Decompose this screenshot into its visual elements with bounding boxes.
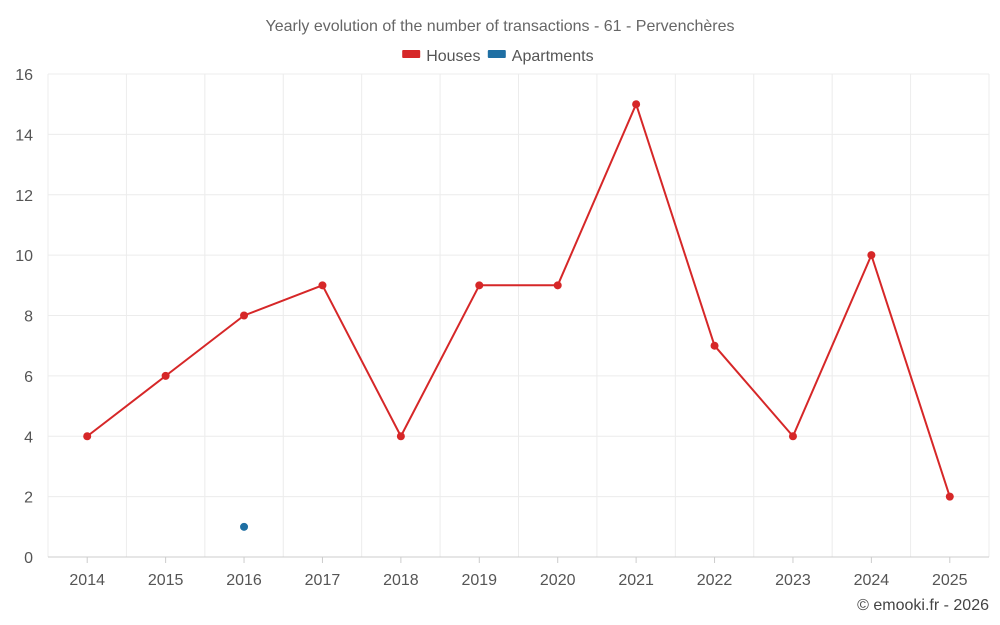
data-point-houses[interactable]	[945, 492, 954, 501]
legend-swatch	[402, 50, 421, 58]
y-tick-label: 4	[24, 429, 33, 446]
x-tick-label: 2019	[461, 572, 497, 589]
grid	[47, 73, 990, 557]
y-tick-label: 8	[24, 309, 33, 326]
chart-title: Yearly evolution of the number of transa…	[266, 18, 735, 35]
data-point-houses[interactable]	[161, 371, 170, 380]
x-tick-label: 2016	[226, 572, 262, 589]
x-tick-label: 2020	[540, 572, 576, 589]
series-houses	[83, 100, 954, 501]
x-tick-label: 2021	[618, 572, 654, 589]
legend-swatch	[487, 50, 506, 58]
y-tick-label: 12	[15, 188, 33, 205]
legend-item-houses[interactable]: Houses	[402, 48, 480, 65]
data-point-houses[interactable]	[788, 432, 797, 441]
legend-label: Apartments	[512, 48, 594, 65]
x-tick-label: 2023	[775, 572, 811, 589]
x-tick-label: 2017	[305, 572, 341, 589]
y-tick-label: 16	[15, 67, 33, 84]
data-point-apartments[interactable]	[240, 522, 249, 531]
legend-label: Houses	[426, 48, 480, 65]
series-layer	[83, 100, 954, 531]
y-tick-label: 0	[24, 550, 33, 567]
credit-text: © emooki.fr - 2026	[857, 597, 989, 614]
x-tick-label: 2022	[697, 572, 733, 589]
x-tick-label: 2015	[148, 572, 184, 589]
data-point-houses[interactable]	[632, 100, 641, 109]
data-point-houses[interactable]	[83, 432, 92, 441]
data-point-houses[interactable]	[318, 281, 327, 290]
data-point-houses[interactable]	[710, 341, 719, 350]
y-tick-label: 10	[15, 248, 33, 265]
data-point-houses[interactable]	[553, 281, 562, 290]
y-tick-label: 6	[24, 369, 33, 386]
series-line-houses	[86, 103, 951, 497]
series-apartments	[240, 522, 249, 531]
data-point-houses[interactable]	[867, 251, 876, 260]
x-tick-label: 2025	[932, 572, 968, 589]
x-tick-label: 2018	[383, 572, 419, 589]
data-point-houses[interactable]	[240, 311, 249, 320]
x-tick-label: 2024	[854, 572, 890, 589]
y-tick-label: 14	[15, 127, 33, 144]
data-point-houses[interactable]	[396, 432, 405, 441]
legend: Houses Apartments	[402, 48, 594, 65]
x-tick-label: 2014	[69, 572, 105, 589]
axes: 0 2 4 6 8 10 12 14 16 2014 2015 2016 2017 2018 2019 202…	[15, 67, 989, 589]
y-tick-label: 2	[24, 490, 33, 507]
data-point-houses[interactable]	[475, 281, 484, 290]
legend-item-apartments[interactable]: Apartments	[487, 48, 594, 65]
